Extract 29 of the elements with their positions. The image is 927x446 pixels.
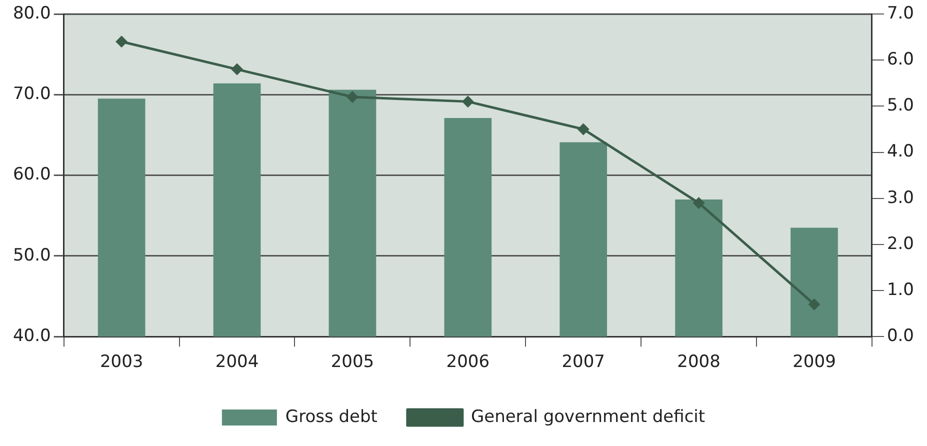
y2-tick-label: 0.0 xyxy=(886,326,914,346)
y-tick-label: 40.0 xyxy=(12,326,51,346)
y2-tick-label: 1.0 xyxy=(886,280,914,300)
point xyxy=(577,123,590,136)
legend-label: Gross debt xyxy=(285,406,378,427)
y2-tick-label: 3.0 xyxy=(886,188,914,208)
y-tick-label: 60.0 xyxy=(12,164,51,185)
y2-tick-label: 7.0 xyxy=(886,3,914,24)
x-tick-label: 2008 xyxy=(677,352,720,372)
x-tick-label: 2006 xyxy=(446,352,490,372)
x-tick-label: 2005 xyxy=(330,352,374,372)
x-tick-label: 2007 xyxy=(562,352,605,372)
x-tick-label: 2009 xyxy=(792,352,836,372)
y2-tick-label: 5.0 xyxy=(886,96,914,116)
point xyxy=(346,90,358,103)
legend-label: General government deficit xyxy=(470,406,706,427)
y2-tick-label: 2.0 xyxy=(886,234,914,254)
x-tick-label: 2003 xyxy=(100,352,144,372)
point xyxy=(462,96,474,108)
y-tick-label: 70.0 xyxy=(12,84,51,104)
y-tick-label: 50.0 xyxy=(12,245,51,266)
point xyxy=(231,63,244,76)
y2-tick-label: 6.0 xyxy=(886,50,914,70)
point xyxy=(808,298,820,310)
point xyxy=(116,36,128,48)
y2-tick-label: 4.0 xyxy=(886,142,914,162)
x-tick-label: 2004 xyxy=(215,352,259,372)
y-tick-label: 80.0 xyxy=(12,3,51,24)
point xyxy=(692,196,705,209)
